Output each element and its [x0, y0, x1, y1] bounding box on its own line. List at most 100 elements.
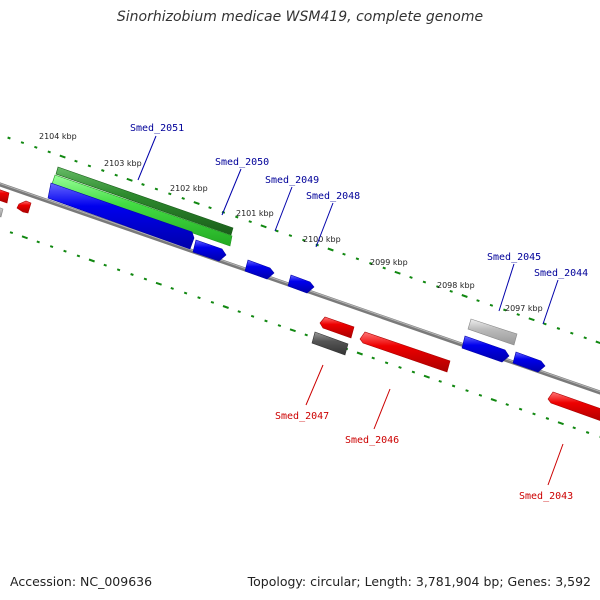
outer-scale-major-tick: [595, 340, 600, 345]
outer-scale-minor-tick: [47, 150, 51, 154]
outer-scale-minor-tick: [154, 187, 159, 191]
inner-scale-minor-tick: [9, 231, 14, 235]
inner-scale-minor-tick: [170, 286, 174, 290]
inner-scale-minor-tick: [250, 314, 255, 318]
cds-feature-left-edge-b[interactable]: [16, 200, 32, 214]
scale-label-2103: 2103 kbp: [104, 159, 142, 168]
scale-label-2104: 2104 kbp: [39, 132, 77, 141]
inner-scale-major-tick: [88, 258, 95, 263]
inner-scale-major-tick: [21, 235, 28, 240]
forward-cds-track: [47, 182, 546, 373]
feature-label-smed-2047[interactable]: Smed_2047: [275, 411, 329, 422]
inner-scale-minor-tick: [36, 240, 40, 244]
inner-scale-minor-tick: [116, 268, 121, 272]
feature-label-smed-2045[interactable]: Smed_2045: [487, 252, 541, 263]
inner-scale-minor-tick: [237, 310, 241, 314]
inner-scale-minor-tick: [264, 319, 268, 323]
outer-scale-minor-tick: [436, 285, 440, 289]
outer-scale-minor-tick: [87, 164, 92, 168]
outer-scale-major-tick: [59, 154, 66, 159]
inner-scale-minor-tick: [49, 245, 54, 249]
pseudo-feature-left-edge[interactable]: [0, 206, 4, 218]
cds-feature-smed-2044[interactable]: [512, 351, 546, 373]
cds-feature-smed-2048[interactable]: [287, 274, 315, 294]
outer-scale-major-tick: [126, 177, 133, 182]
inner-scale-minor-tick: [478, 393, 483, 397]
scale-label-2099: 2099 kbp: [370, 258, 408, 267]
feature-label-smed-2044[interactable]: Smed_2044: [534, 268, 588, 279]
outer-scale-minor-tick: [248, 220, 252, 224]
inner-scale-major-tick: [490, 398, 497, 402]
inner-scale-major-tick: [557, 421, 564, 426]
inner-scale-minor-tick: [451, 384, 456, 388]
feature-label-smed-2051[interactable]: Smed_2051: [130, 123, 184, 134]
outer-scale-minor-tick: [556, 327, 561, 330]
outer-scale-minor-tick: [543, 322, 547, 326]
inner-scale-minor-tick: [585, 431, 590, 434]
inner-scale-minor-tick: [545, 417, 550, 420]
feature-label-smed-2048[interactable]: Smed_2048: [306, 191, 360, 202]
cds-feature-smed-2043[interactable]: [547, 391, 600, 423]
feature-label-smed-2049[interactable]: Smed_2049: [265, 175, 319, 186]
outer-scale-major-tick: [327, 247, 334, 252]
inner-scale-major-tick: [155, 281, 162, 286]
cds-feature-smed-2045[interactable]: [461, 335, 510, 363]
inner-scale-minor-tick: [572, 426, 576, 430]
outer-scale-minor-tick: [34, 145, 38, 149]
cds-feature-left-edge-a[interactable]: [0, 188, 10, 204]
outer-scale-minor-tick: [449, 289, 453, 293]
outer-scale-minor-tick: [74, 159, 78, 163]
cds-feature-smed-2047[interactable]: [319, 316, 355, 339]
outer-scale-minor-tick: [208, 206, 212, 210]
inner-scale-major-tick: [356, 351, 363, 356]
inner-scale-minor-tick: [197, 296, 201, 300]
feature-label-smed-2046[interactable]: Smed_2046: [345, 435, 399, 446]
gene-feature-smed-2050[interactable]: [51, 174, 233, 247]
gene-track: [51, 166, 234, 247]
outer-scale-minor-tick: [583, 336, 587, 340]
outer-scale-minor-tick: [476, 299, 480, 303]
scale-label-2100: 2100 kbp: [303, 235, 341, 244]
label-line-smed-2044: [542, 279, 559, 325]
gene-feature-smed-2051[interactable]: [55, 166, 234, 236]
map-title: Sinorhizobium medicae WSM419, complete g…: [116, 9, 484, 25]
label-line-smed-2047: [305, 364, 324, 406]
outer-scale-minor-tick: [141, 183, 145, 186]
scale-label-2101: 2101 kbp: [236, 209, 274, 218]
outer-scale-minor-tick: [114, 173, 118, 177]
label-line-smed-2043: [547, 443, 564, 486]
accession-label: Accession: NC_009636: [10, 574, 153, 589]
pseudo-feature-smed-2047[interactable]: [311, 331, 349, 356]
outer-scale-minor-tick: [20, 141, 25, 145]
outer-scale-minor-tick: [288, 234, 293, 238]
cds-feature-smed-2049[interactable]: [244, 259, 275, 280]
outer-scale-minor-tick: [489, 303, 494, 307]
outer-scale-minor-tick: [168, 192, 172, 196]
outer-scale-minor-tick: [7, 136, 11, 140]
cds-feature-smed-2046[interactable]: [359, 331, 451, 373]
inner-scale-minor-tick: [103, 263, 107, 267]
outer-scale-minor-tick: [369, 262, 373, 265]
outer-scale-ticks: [7, 136, 600, 345]
inner-scale-minor-tick: [518, 407, 523, 411]
scale-label-2102: 2102 kbp: [170, 184, 208, 193]
outer-scale-minor-tick: [382, 266, 386, 270]
outer-scale-major-tick: [394, 270, 401, 275]
feature-label-smed-2050[interactable]: Smed_2050: [215, 157, 269, 168]
cds-feature-smed-2050[interactable]: [192, 239, 227, 262]
feature-label-smed-2043[interactable]: Smed_2043: [519, 491, 573, 502]
outer-scale-major-tick: [461, 294, 468, 298]
reverse-cds-track: [0, 188, 600, 423]
inner-scale-minor-tick: [465, 389, 469, 393]
pseudo-feature-smed-2045[interactable]: [467, 318, 518, 346]
label-line-smed-2045: [498, 263, 515, 312]
outer-scale-minor-tick: [570, 331, 574, 335]
scale-label-2098: 2098 kbp: [437, 281, 475, 290]
outer-scale-minor-tick: [302, 238, 306, 242]
outer-scale-minor-tick: [181, 196, 185, 200]
label-line-smed-2049: [274, 186, 293, 232]
outer-scale-minor-tick: [516, 313, 520, 317]
cds-feature-smed-2051[interactable]: [47, 182, 195, 250]
outer-scale-minor-tick: [409, 275, 413, 279]
